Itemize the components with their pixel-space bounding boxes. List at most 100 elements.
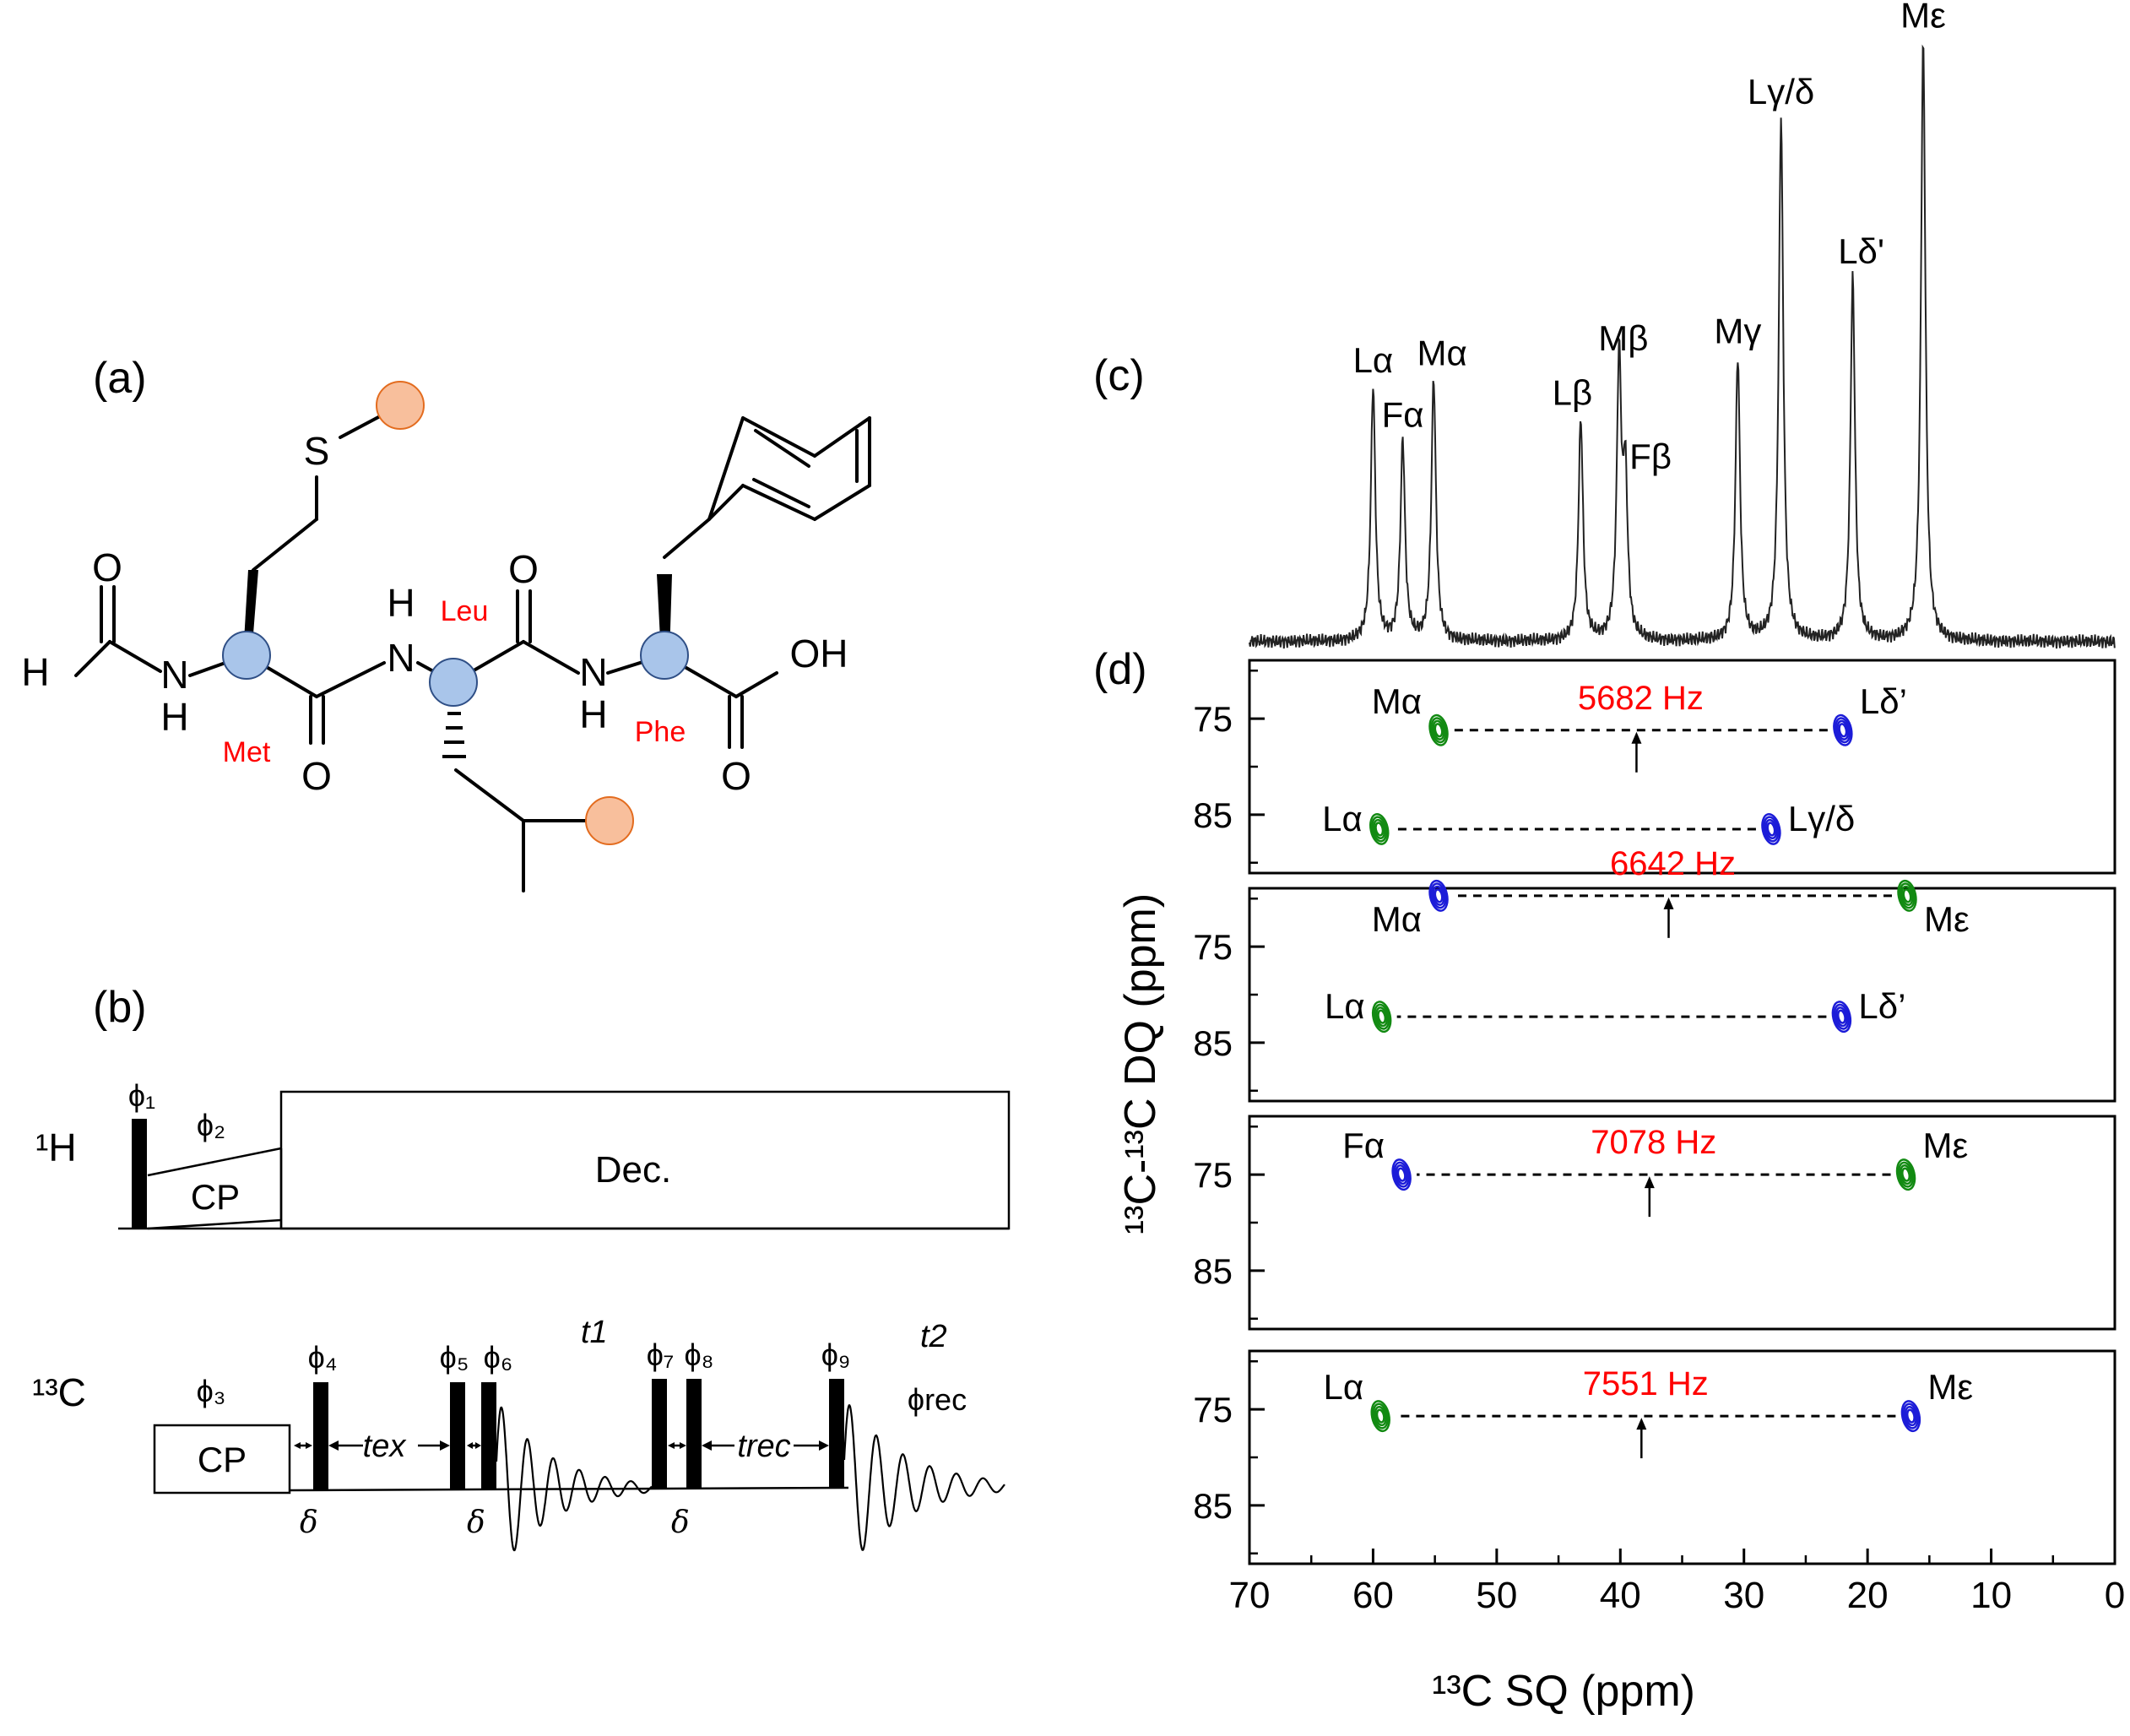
phi5: ϕ₅	[440, 1340, 469, 1375]
x-axis: 70 60 50 40 30 20 10 0	[1229, 1549, 2125, 1616]
atom-N2: N	[387, 636, 415, 680]
atom-H-formyl: H	[21, 650, 49, 694]
peak-label-6: Mγ	[1714, 312, 1761, 351]
contour-green	[1897, 879, 1917, 912]
residue-labels: Met Leu Phe	[223, 595, 686, 768]
contour-label: Lδ’	[1860, 681, 1907, 721]
x-tick-label: 30	[1723, 1575, 1764, 1616]
frequency-label: 5682 Hz	[1578, 680, 1704, 717]
alpha-carbon-marker-phe	[640, 631, 689, 680]
atom-O-formyl: O	[92, 545, 122, 589]
frequency-label: 7078 Hz	[1591, 1124, 1716, 1161]
contour-label: Mα	[1372, 899, 1422, 939]
residue-leu: Leu	[441, 595, 489, 627]
dec-label: Dec.	[595, 1149, 671, 1191]
peak-label-0: Lα	[1353, 340, 1394, 380]
frequency-label: 6642 Hz	[1610, 845, 1736, 882]
panel-2d-3: 75 85 7078 Hz Fα Mε	[1193, 1115, 2116, 1331]
y-axis-label: ¹³C-¹³C DQ (ppm)	[1116, 893, 1165, 1234]
y-tick-label: 85	[1193, 1486, 1233, 1526]
peak-label-9: Mε	[1900, 0, 1946, 35]
atom-N3: N	[579, 650, 607, 694]
panel-b: (b) ¹H ¹³C ϕ₁ ϕ₂ ϕ₃ ϕ₄ ϕ₅ ϕ₆	[32, 983, 1011, 1552]
peak-label-7: Lγ/δ	[1748, 72, 1814, 111]
peak-label-2: Mα	[1417, 333, 1467, 372]
contour-label: Lγ/δ	[1788, 799, 1855, 838]
molecule-bonds	[74, 414, 871, 892]
phi9: ϕ₉	[821, 1337, 850, 1372]
h-cp-top-ramp	[147, 1147, 282, 1177]
contour-label: Mε	[1924, 899, 1970, 939]
contour-label: Lδ’	[1858, 986, 1905, 1026]
panel-a: (a)	[21, 354, 871, 892]
x-tick-label: 50	[1476, 1575, 1517, 1616]
x-tick-label: 10	[1970, 1575, 2012, 1616]
contour-blue	[1900, 1400, 1921, 1433]
atom-O2: O	[508, 547, 539, 591]
residue-phe: Phe	[635, 716, 686, 748]
alpha-carbon-marker-leu	[429, 658, 478, 707]
c-pulses	[313, 1379, 844, 1490]
x-tick-label: 70	[1229, 1575, 1271, 1616]
trec-label: trec	[737, 1429, 790, 1464]
panel-label-b: (b)	[93, 983, 147, 1032]
fid-t1	[495, 1406, 653, 1552]
contour-blue	[1391, 1158, 1412, 1191]
atom-N1-H: H	[160, 695, 188, 739]
contour-green	[1371, 1001, 1392, 1033]
contour-blue	[1428, 879, 1449, 912]
x-axis-label: ¹³C SQ (ppm)	[1432, 1667, 1695, 1716]
y-tick-label: 85	[1193, 1251, 1233, 1291]
pulse-phase-labels: ϕ₁ ϕ₂ ϕ₃ ϕ₄ ϕ₅ ϕ₆ ϕ₇ ϕ₈ ϕ₉ ϕrec	[128, 1078, 967, 1417]
t1-label: t1	[581, 1315, 608, 1350]
x-tick-label: 20	[1847, 1575, 1889, 1616]
tex-label: tex	[363, 1429, 408, 1464]
fid-t2	[843, 1404, 1005, 1551]
contour-blue	[1831, 1001, 1852, 1033]
phi2: ϕ₂	[197, 1108, 225, 1142]
peak-label-8: Lδ'	[1838, 231, 1884, 271]
phi8: ϕ₈	[684, 1337, 713, 1372]
atom-N3-H: H	[579, 692, 607, 736]
t2-label: t2	[920, 1319, 947, 1354]
c-cp-box	[153, 1424, 291, 1495]
panel-d: (d) 75 85 5682 Hz Mα Lδ’ Lα Lγ/δ 75 85 6642 Hz Mα M…	[1093, 645, 2125, 1716]
y-tick-label: 75	[1193, 699, 1233, 739]
panel-2d-1: 75 85 5682 Hz Mα Lδ’ Lα Lγ/δ	[1193, 659, 2116, 875]
contour-green	[1370, 1400, 1390, 1433]
panel-label-c: (c)	[1093, 351, 1145, 400]
contour-label: Lα	[1324, 1367, 1364, 1407]
contour-green	[1428, 713, 1449, 746]
frequency-label: 7551 Hz	[1583, 1365, 1709, 1402]
frequency-arrowhead	[1644, 1176, 1655, 1189]
panel-label-d: (d)	[1093, 645, 1147, 694]
peak-label-1: Fα	[1382, 395, 1424, 435]
x-tick-label: 40	[1600, 1575, 1641, 1616]
panel-label-a: (a)	[93, 354, 147, 403]
phi4: ϕ₄	[308, 1340, 338, 1375]
phi3: ϕ₃	[197, 1374, 226, 1408]
contour-label: Fα	[1342, 1126, 1385, 1165]
x-tick-label: 0	[2105, 1575, 2125, 1616]
residue-met: Met	[223, 736, 271, 768]
h-cp-bottom-ramp	[147, 1218, 282, 1230]
atom-OH: OH	[790, 632, 848, 675]
panels-2d: 75 85 5682 Hz Mα Lδ’ Lα Lγ/δ 75 85 6642 Hz Mα Mε Lα L…	[1193, 659, 2116, 1565]
methyl-marker-leu	[585, 796, 634, 845]
spectrum-1d-line	[1249, 44, 2116, 649]
contour-label: Mα	[1372, 681, 1422, 721]
contour-blue	[1761, 812, 1781, 845]
delta-1: δ	[300, 1505, 318, 1540]
delta-2: δ	[467, 1505, 485, 1540]
frequency-arrowhead	[1631, 731, 1642, 744]
atom-O1: O	[301, 754, 332, 798]
channel-13C: ¹³C	[32, 1370, 86, 1414]
panel-2d-4: 75 85 7551 Hz Lα Mε	[1193, 1349, 2116, 1565]
delay-arrows	[294, 1440, 829, 1451]
y-tick-label: 75	[1193, 1155, 1233, 1195]
h-cp-label: CP	[191, 1177, 240, 1217]
atom-S: S	[304, 429, 330, 473]
